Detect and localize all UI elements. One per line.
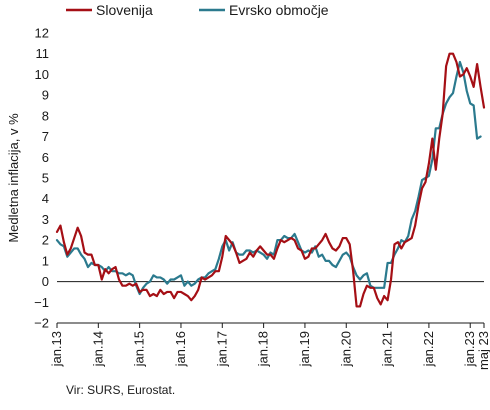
x-tick-label: jan.18 bbox=[256, 331, 271, 367]
y-tick-label: 10 bbox=[35, 67, 49, 82]
series-line-slovenija bbox=[55, 52, 486, 308]
y-tick-label: 3 bbox=[42, 212, 49, 227]
x-axis: jan.13 jan.14 jan.15 jan.16 jan.17 jan.18 jan.… bbox=[49, 322, 490, 370]
y-tick-label: 7 bbox=[42, 129, 49, 144]
y-tick-label: 2 bbox=[42, 233, 49, 248]
legend-label-evrsko-obmocje: Evrsko območje bbox=[229, 2, 329, 18]
y-tick-label: 12 bbox=[35, 26, 49, 41]
x-tick-label: maj 23 bbox=[476, 331, 490, 370]
x-tick-label: jan.14 bbox=[90, 331, 105, 367]
y-tick-label: 5 bbox=[42, 171, 49, 186]
x-tick-label: jan.13 bbox=[49, 331, 64, 367]
x-tick-label: jan.16 bbox=[173, 331, 188, 367]
x-tick-label: jan.23 bbox=[462, 331, 477, 367]
y-tick-label: 6 bbox=[42, 150, 49, 165]
y-tick-label: 8 bbox=[42, 108, 49, 123]
x-tick-label: jan.20 bbox=[338, 331, 353, 367]
x-tick-label: jan.22 bbox=[421, 331, 436, 367]
source-note: Vir: SURS, Eurostat. bbox=[66, 383, 176, 397]
x-tick-label: jan.21 bbox=[380, 331, 395, 367]
x-tick-label: jan.17 bbox=[214, 331, 229, 367]
series-lines bbox=[55, 52, 486, 308]
y-tick-label: 4 bbox=[42, 191, 49, 206]
y-tick-label: 1 bbox=[42, 253, 49, 268]
x-tick-label: jan.15 bbox=[132, 331, 147, 367]
y-tick-label: 9 bbox=[42, 88, 49, 103]
y-tick-label: 0 bbox=[42, 274, 49, 289]
y-tick-label: 11 bbox=[36, 46, 50, 61]
y-tick-label: −1 bbox=[34, 295, 49, 310]
x-tick-label: jan.19 bbox=[297, 331, 312, 367]
series-line-evrsko-obmocje bbox=[55, 60, 482, 296]
y-axis-title: Medletna inflacija, v % bbox=[6, 113, 21, 243]
legend-label-slovenija: Slovenija bbox=[96, 2, 153, 18]
legend: Slovenija Evrsko območje bbox=[66, 2, 329, 18]
y-tick-label: −2 bbox=[34, 316, 49, 331]
